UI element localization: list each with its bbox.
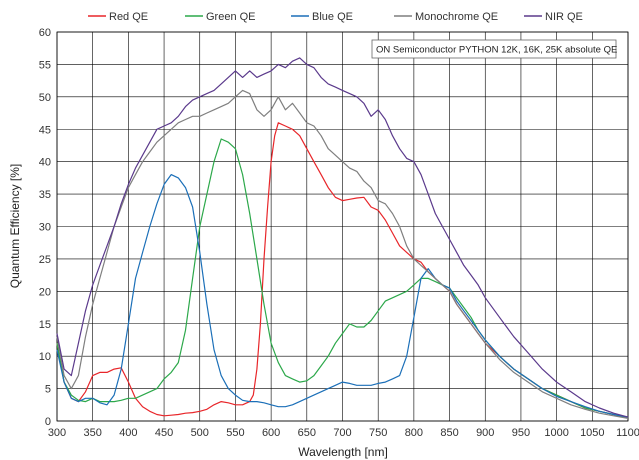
x-tick-label: 400 bbox=[119, 427, 137, 439]
legend-item-nir-qe: NIR QE bbox=[524, 11, 583, 23]
y-axis-title: Quantum Efficiency [%] bbox=[8, 164, 22, 289]
y-tick-label: 60 bbox=[39, 27, 51, 39]
y-tick-label: 45 bbox=[39, 124, 51, 136]
x-tick-label: 550 bbox=[226, 427, 244, 439]
x-tick-label: 1050 bbox=[580, 427, 604, 439]
y-tick-label: 55 bbox=[39, 59, 51, 71]
x-tick-label: 950 bbox=[512, 427, 530, 439]
legend-item-blue-qe: Blue QE bbox=[291, 11, 353, 23]
x-tick-label: 300 bbox=[48, 427, 66, 439]
y-tick-label: 10 bbox=[39, 351, 51, 363]
legend-label: Green QE bbox=[206, 11, 256, 23]
y-tick-label: 15 bbox=[39, 319, 51, 331]
y-tick-label: 30 bbox=[39, 222, 51, 234]
legend: Red QE Green QE Blue QE Monochrome QE NIR QE bbox=[88, 11, 583, 23]
y-tick-label: 50 bbox=[39, 92, 51, 104]
x-tick-label: 700 bbox=[333, 427, 351, 439]
y-tick-label: 20 bbox=[39, 286, 51, 298]
y-tick-label: 35 bbox=[39, 189, 51, 201]
annotation-label: ON Semiconductor PYTHON 12K, 16K, 25K ab… bbox=[376, 45, 617, 56]
legend-label: Blue QE bbox=[312, 11, 353, 23]
x-tick-label: 350 bbox=[84, 427, 102, 439]
series-line-nir-qe bbox=[56, 57, 629, 418]
legend-label: NIR QE bbox=[545, 11, 583, 23]
series-lines bbox=[56, 57, 629, 419]
y-tick-label: 5 bbox=[45, 384, 51, 396]
y-tick-label: 25 bbox=[39, 254, 51, 266]
annotation-frame bbox=[371, 39, 617, 59]
legend-item-monochrome-qe: Monochrome QE bbox=[394, 11, 498, 23]
y-tick-label: 40 bbox=[39, 157, 51, 169]
legend-label: Red QE bbox=[109, 11, 148, 23]
x-tick-label: 1000 bbox=[544, 427, 568, 439]
x-axis-title: Wavelength [nm] bbox=[298, 445, 388, 459]
legend-label: Monochrome QE bbox=[415, 11, 498, 23]
x-tick-label: 1100 bbox=[616, 427, 639, 439]
series-line-blue-qe bbox=[56, 174, 629, 418]
plot-frame bbox=[56, 31, 629, 422]
y-tick-label: 0 bbox=[45, 416, 51, 428]
legend-item-green-qe: Green QE bbox=[185, 11, 256, 23]
x-tick-label: 800 bbox=[405, 427, 423, 439]
x-tick-label: 500 bbox=[191, 427, 209, 439]
series-line-monochrome-qe bbox=[56, 89, 629, 419]
x-tick-label: 850 bbox=[440, 427, 458, 439]
x-tick-label: 750 bbox=[369, 427, 387, 439]
x-tick-label: 450 bbox=[155, 427, 173, 439]
axes: 300 350 400 450 500 550 600 650 700 750 800 850 900 9… bbox=[39, 27, 639, 439]
series-line-green-qe bbox=[56, 138, 629, 419]
annotation-box: ON Semiconductor PYTHON 12K, 16K, 25K ab… bbox=[371, 39, 617, 59]
legend-item-red-qe: Red QE bbox=[88, 11, 148, 23]
x-tick-label: 600 bbox=[262, 427, 280, 439]
x-tick-label: 900 bbox=[476, 427, 494, 439]
x-tick-label: 650 bbox=[298, 427, 316, 439]
